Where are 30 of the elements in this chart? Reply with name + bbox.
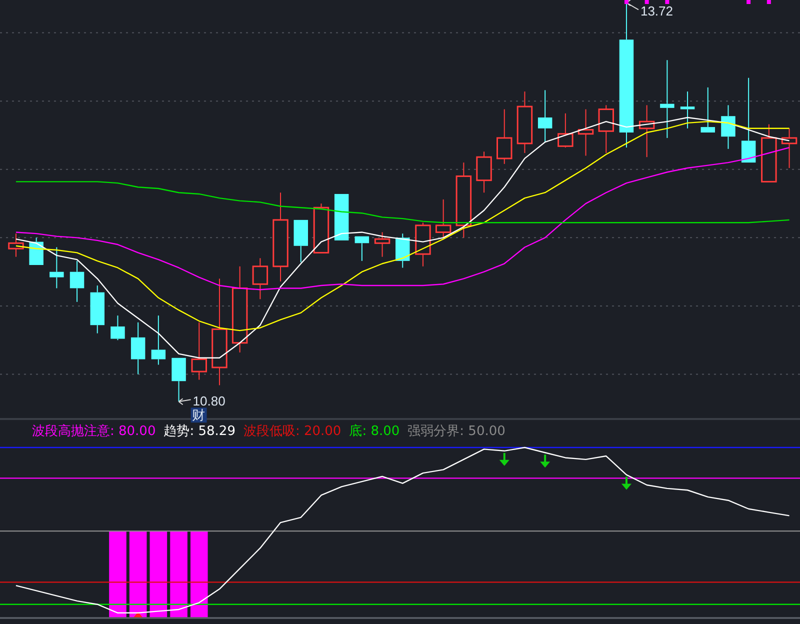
candlestick [721,104,736,150]
candlestick [191,322,207,380]
text: 底: 8.00 [349,424,400,439]
candlestick [8,233,24,258]
annotation: 10.80 [192,394,226,409]
candlestick [151,315,166,366]
candlestick [272,192,288,282]
candlestick [70,260,84,302]
candlestick [90,284,104,334]
candlestick [476,151,492,194]
candlestick [619,2,634,148]
text: 波段高抛注意: 80.00 [32,423,156,439]
candlestick [680,91,695,129]
text: 强弱分界: 50.00 [408,424,506,439]
candlestick [578,108,594,156]
candlestick [538,90,552,143]
candlestick [516,91,533,154]
candlestick [130,322,146,375]
annotation: 13.72 [640,4,674,19]
candlestick [232,266,248,353]
text: 趋势: 58.29 [164,424,236,439]
text: 波段低吸: 20.00 [243,424,342,439]
candlestick [252,258,268,300]
candlestick [50,246,64,289]
candlestick [660,60,674,138]
candlestick [212,278,228,386]
candlestick [781,128,798,169]
candlestick [456,162,472,238]
candlestick [496,108,512,164]
annotation: 财 [192,408,205,424]
